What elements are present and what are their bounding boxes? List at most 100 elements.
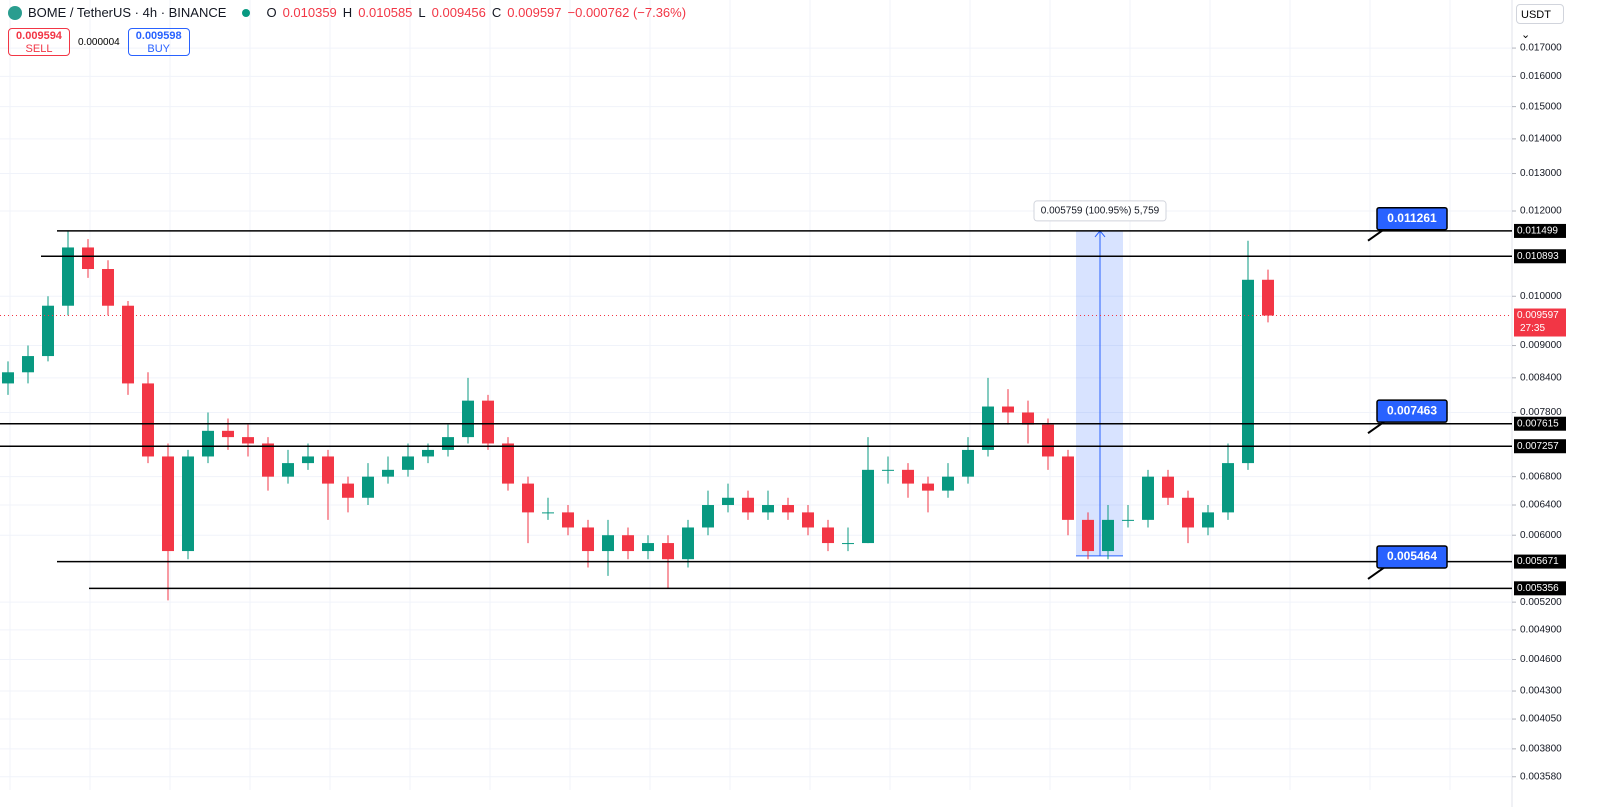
ohlc-value: 0.009597 — [507, 5, 562, 20]
level-label-bg — [1514, 581, 1566, 596]
candle-body — [462, 400, 474, 438]
candle-body — [122, 305, 134, 384]
candle-body — [2, 372, 14, 384]
candle-body — [1042, 424, 1054, 457]
y-tick-label: 0.010000 — [1520, 291, 1562, 302]
candle-body — [322, 456, 334, 484]
level-label-bg — [1514, 223, 1566, 238]
candle-body — [442, 437, 454, 450]
y-tick-label: 0.017000 — [1520, 43, 1562, 54]
candle-body — [502, 443, 514, 484]
callout-pointer — [1367, 420, 1386, 434]
y-tick-label: 0.007800 — [1520, 407, 1562, 418]
candle-body — [1242, 279, 1254, 464]
buy-price: 0.009598 — [135, 30, 182, 42]
candle-body — [1062, 456, 1074, 520]
candle-body — [782, 505, 794, 513]
ohlc-value: 0.009456 — [431, 5, 486, 20]
candle-body — [722, 497, 734, 506]
candle-body — [662, 543, 674, 560]
candle-body — [222, 430, 234, 438]
y-tick-label: 0.008400 — [1520, 372, 1562, 383]
candle-body — [682, 527, 694, 560]
y-tick-label: 0.015000 — [1520, 101, 1562, 112]
y-tick-label: 0.003800 — [1520, 743, 1562, 754]
ohlc-label: C — [491, 5, 502, 20]
candle-body — [1202, 512, 1214, 528]
candle-body — [1162, 476, 1174, 498]
candle-body — [62, 247, 74, 306]
candle-body — [282, 463, 294, 477]
callout-box — [1376, 206, 1448, 231]
candle-body — [622, 535, 634, 552]
callout-label: 0.005464 — [1387, 549, 1437, 563]
candle-body — [382, 469, 394, 477]
change: −0.000762 (−7.36%) — [567, 5, 687, 20]
buy-button[interactable]: 0.009598 BUY — [127, 28, 190, 56]
ohlc-label: O — [266, 5, 277, 20]
y-tick-label: 0.014000 — [1520, 134, 1562, 145]
currency-select[interactable]: USDT ⌄ — [1516, 4, 1564, 41]
y-tick-label: 0.012000 — [1520, 206, 1562, 217]
candle-body — [262, 443, 274, 477]
callout-pointer — [1367, 227, 1386, 242]
candle-body — [562, 512, 574, 528]
candle-body — [1002, 406, 1014, 413]
y-tick-label: 0.016000 — [1520, 71, 1562, 82]
ohlc-label: H — [342, 5, 353, 20]
y-tick-label: 0.004900 — [1520, 625, 1562, 636]
last-price-label: 0.009597 — [1517, 310, 1559, 321]
y-tick-label: 0.003580 — [1520, 771, 1562, 782]
level-label-bg — [1514, 249, 1566, 264]
candle-body — [1222, 463, 1234, 513]
candle-body — [882, 469, 894, 471]
y-tick-label: 0.004600 — [1520, 654, 1562, 665]
callout-box — [1376, 399, 1448, 423]
currency: USDT — [1521, 9, 1551, 21]
last-price-bg — [1514, 308, 1566, 337]
measure-label: 0.005759 (100.95%) 5,759 — [1041, 206, 1160, 217]
legend-header: BOME / TetherUS · 4h · BINANCE O 0.010359… — [8, 5, 686, 20]
candle-body — [542, 512, 554, 514]
level-label-bg — [1514, 554, 1566, 569]
candle-body — [742, 497, 754, 513]
trade-buttons: 0.009594 SELL 0.000004 0.009598 BUY — [8, 28, 190, 56]
level-label: 0.005671 — [1517, 556, 1559, 567]
status-dot — [242, 8, 251, 17]
candle-body — [102, 269, 114, 306]
level-label: 0.011499 — [1517, 226, 1558, 237]
y-tick-label: 0.005200 — [1520, 597, 1562, 608]
candle-body — [362, 476, 374, 498]
level-label: 0.007615 — [1517, 418, 1559, 429]
candle-body — [802, 512, 814, 528]
candle-body — [1122, 519, 1134, 521]
level-label-bg — [1514, 439, 1566, 454]
candle-body — [982, 406, 994, 450]
y-tick-label: 0.006000 — [1520, 530, 1562, 541]
candle-body — [702, 505, 714, 528]
countdown: 27:35 — [1520, 323, 1545, 334]
candle-body — [602, 535, 614, 552]
candle-body — [182, 456, 194, 552]
symbol-icon — [8, 5, 22, 20]
callout-label: 0.011261 — [1387, 211, 1437, 225]
candle-body — [1142, 476, 1154, 520]
ohlc-label: L — [418, 5, 426, 20]
candle-body — [1182, 497, 1194, 528]
candle-body — [822, 527, 834, 544]
candle-body — [1022, 412, 1034, 425]
candle-body — [1262, 279, 1274, 316]
y-tick-label: 0.004300 — [1520, 686, 1562, 697]
sell-button[interactable]: 0.009594 SELL — [8, 28, 70, 56]
candle-body — [302, 456, 314, 464]
ohlc-value: 0.010359 — [282, 5, 337, 20]
level-label: 0.005356 — [1517, 583, 1559, 594]
y-tick-label: 0.009000 — [1520, 340, 1562, 351]
sell-price: 0.009594 — [16, 30, 62, 42]
candle-body — [902, 469, 914, 484]
candle-body — [642, 543, 654, 552]
candle-body — [862, 469, 874, 544]
candle-body — [1082, 519, 1094, 552]
level-label: 0.010893 — [1517, 251, 1559, 262]
ohlc-value: 0.010585 — [358, 5, 413, 20]
